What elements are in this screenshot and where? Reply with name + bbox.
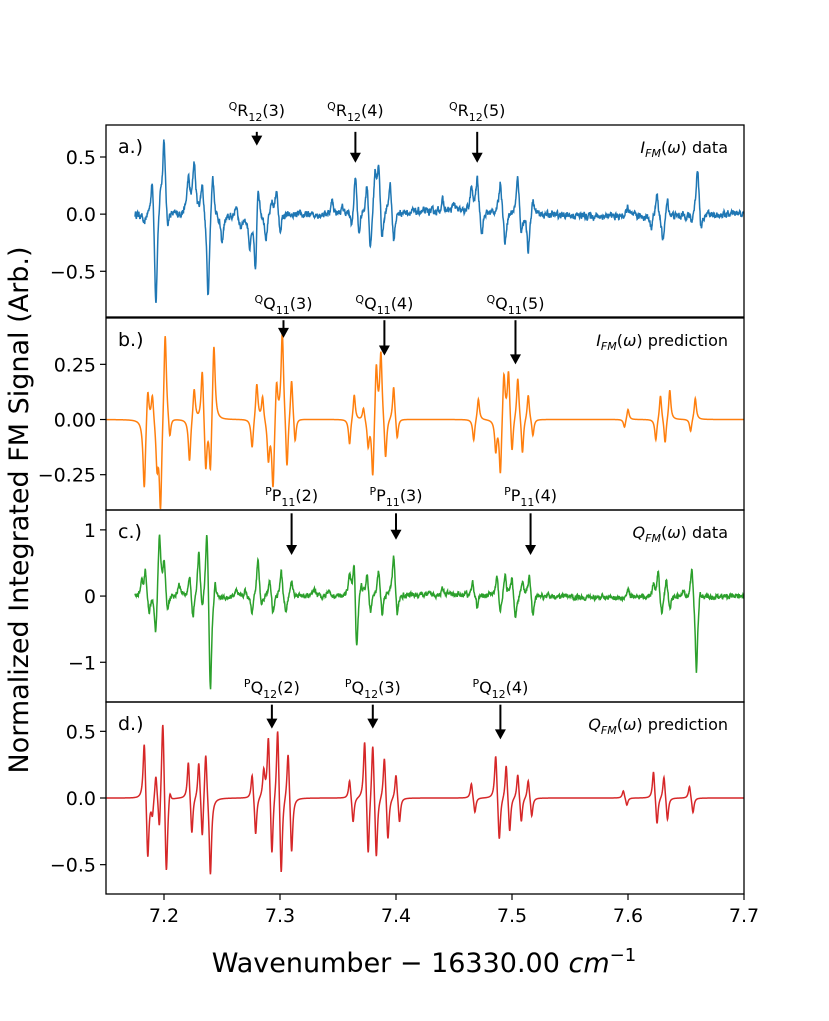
annotation-label: QR12(4) — [327, 100, 383, 124]
panel-3: 1 0 −1 c.) QFM(ω) data PP11(2) PP11(3) PP11(4) — [68, 485, 745, 703]
line-annotation: QR12(5) — [449, 100, 505, 163]
panel-legend: QFM(ω) prediction — [588, 715, 728, 737]
panel-label: c.) — [118, 521, 142, 543]
line-annotation: QQ11(5) — [487, 293, 545, 365]
annotation-label: QR12(3) — [229, 100, 285, 124]
annotation-label: PQ12(3) — [345, 677, 401, 701]
panel-frame — [105, 124, 745, 318]
annotation-arrowhead — [349, 152, 361, 163]
y-tick-label: −0.25 — [38, 465, 96, 487]
spectrum-line-3 — [134, 534, 744, 690]
y-tick-label: 1 — [84, 520, 96, 542]
y-tick-label: 0.25 — [54, 354, 96, 376]
x-tick-label: 7.7 — [729, 905, 759, 927]
annotation-arrowhead — [277, 327, 289, 338]
annotation-label: PP11(3) — [370, 485, 423, 509]
y-tick-label: −0.5 — [50, 261, 96, 283]
panel-legend: IFM(ω) data — [640, 138, 728, 160]
y-tick-label: 0 — [84, 586, 96, 608]
annotation-arrowhead — [471, 152, 483, 163]
line-annotation: PP11(4) — [504, 485, 557, 556]
annotation-arrowhead — [286, 545, 298, 556]
line-annotation: QR12(4) — [327, 100, 384, 163]
x-tick-label: 7.4 — [381, 905, 411, 927]
line-annotation: PP11(2) — [265, 485, 318, 556]
y-tick-label: 0.5 — [66, 721, 96, 743]
y-tick-label: 0.00 — [54, 410, 96, 432]
line-annotation: PP11(3) — [370, 485, 423, 540]
x-tick-label: 7.5 — [497, 905, 527, 927]
annotation-label: QQ11(5) — [487, 293, 545, 317]
annotation-label: PQ12(2) — [244, 677, 300, 701]
panel-4: 0.5 0.0 −0.5 d.) QFM(ω) prediction PQ12(2) PQ1… — [50, 677, 745, 895]
line-annotation: QQ11(4) — [355, 293, 413, 356]
panel-legend: IFM(ω) prediction — [596, 331, 728, 353]
y-tick-label: 0.5 — [66, 147, 96, 169]
spectrum-line-4 — [106, 724, 744, 875]
annotation-label: QQ11(3) — [255, 293, 313, 317]
spectrum-line-2 — [106, 332, 744, 510]
x-tick-label: 7.6 — [613, 905, 643, 927]
annotation-arrowhead — [390, 529, 402, 540]
x-tick-label: 7.2 — [149, 905, 179, 927]
panel-legend: QFM(ω) data — [633, 523, 728, 545]
annotation-arrowhead — [367, 718, 379, 729]
panel-label: d.) — [118, 713, 144, 735]
line-annotation: QR12(3) — [229, 100, 285, 146]
annotation-arrowhead — [266, 718, 278, 729]
x-tick-label: 7.3 — [265, 905, 295, 927]
annotation-arrowhead — [494, 729, 506, 740]
annotation-label: PQ12(4) — [472, 677, 528, 701]
line-annotation: PQ12(3) — [345, 677, 401, 729]
annotation-label: QQ11(4) — [355, 293, 413, 317]
shared-x-axis: 7.2 7.3 7.4 7.5 7.6 7.7 — [149, 894, 759, 927]
annotation-arrowhead — [509, 354, 521, 365]
panel-label: a.) — [118, 136, 143, 158]
y-tick-label: 0.0 — [66, 788, 96, 810]
annotation-arrowhead — [378, 345, 390, 356]
panels-group: 0.5 0.0 −0.5 a.) IFM(ω) data QR12(3) QR12(4) QR… — [38, 100, 745, 895]
y-tick-label: −0.5 — [50, 855, 96, 877]
annotation-label: QR12(5) — [449, 100, 505, 124]
line-annotation: QQ11(3) — [255, 293, 313, 338]
x-axis-title: Wavenumber − 16330.00 cm−1 — [212, 945, 636, 979]
panel-2: 0.25 0.00 −0.25 b.) IFM(ω) prediction QQ11(3)… — [38, 293, 745, 511]
panel-1: 0.5 0.0 −0.5 a.) IFM(ω) data QR12(3) QR12(4) QR… — [50, 100, 745, 318]
y-tick-label: 0.0 — [66, 204, 96, 226]
annotation-label: PP11(2) — [265, 485, 318, 509]
annotation-arrowhead — [251, 135, 263, 146]
annotation-label: PP11(4) — [504, 485, 557, 509]
panel-label: b.) — [118, 329, 144, 351]
line-annotation: PQ12(4) — [472, 677, 528, 740]
line-annotation: PQ12(2) — [244, 677, 300, 729]
spectrum-line-1 — [134, 139, 744, 303]
y-axis-title: Normalized Integrated FM Signal (Arb.) — [4, 247, 35, 774]
y-tick-label: −1 — [68, 652, 96, 674]
annotation-arrowhead — [525, 545, 537, 556]
